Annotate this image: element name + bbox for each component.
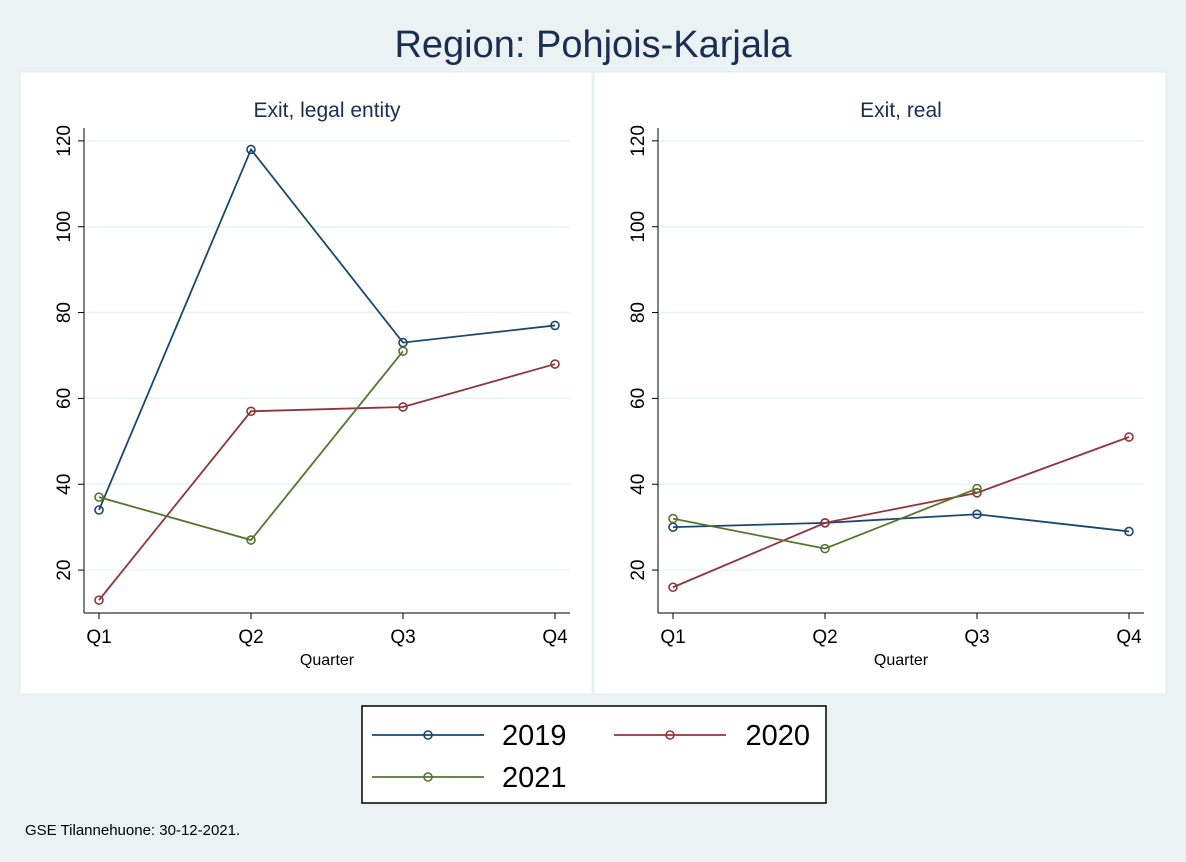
legend-label-2019: 2019 (502, 720, 567, 752)
series-line-2021 (672, 487, 978, 550)
point-2021-Q2 (246, 535, 256, 545)
x-axis-title: Quarter (300, 652, 355, 669)
panel-background (593, 71, 1167, 695)
y-tick-label-20: 20 (628, 560, 649, 581)
point-2019-Q4 (550, 320, 560, 331)
panel-exit-real: Exit, real 20 40 60 80 100 120 Q1 Q2 Q3 Q4 Quarte… (593, 71, 1167, 695)
series-group (94, 144, 560, 605)
point-2020-Q1 (94, 595, 104, 605)
series-group (668, 432, 1134, 593)
y-tick-label-40: 40 (628, 474, 649, 495)
point-2021-Q1 (668, 513, 678, 524)
legend-marker-2019 (423, 730, 433, 740)
source-note: GSE Tilannehuone: 30-12-2021. (25, 822, 240, 839)
x-tick-label-Q2: Q2 (812, 627, 837, 648)
y-tick-label-40: 40 (54, 474, 75, 495)
point-2021-Q3 (398, 346, 408, 356)
point-2021-Q1 (94, 492, 104, 502)
x-tick-label-Q2: Q2 (238, 627, 263, 648)
point-2020-Q4 (550, 359, 560, 369)
panel-title: Exit, real (860, 99, 942, 122)
x-tick-label-Q1: Q1 (660, 627, 685, 648)
legend-label-2021: 2021 (502, 762, 567, 794)
y-tick-label-100: 100 (54, 211, 75, 243)
panel-exit-legal-entity: Exit, legal entity 20 40 60 80 100 120 Q1 Q2 Q3 Q… (19, 71, 593, 695)
y-tick-label-100: 100 (628, 211, 649, 243)
legend-marker-2020 (665, 730, 675, 740)
point-2020-Q1 (668, 582, 678, 593)
x-tick-label-Q3: Q3 (390, 627, 415, 648)
point-2019-Q3 (972, 509, 982, 520)
x-tick-label-Q4: Q4 (1116, 627, 1142, 648)
y-tick-label-60: 60 (628, 388, 649, 409)
x-tick-label-Q3: Q3 (964, 627, 989, 648)
panel-title: Exit, legal entity (253, 99, 401, 122)
point-2020-Q3 (398, 402, 408, 412)
point-2019-Q2 (246, 144, 256, 155)
x-tick-label-Q4: Q4 (542, 627, 568, 648)
y-tick-label-80: 80 (628, 302, 649, 323)
y-tick-label-120: 120 (628, 125, 649, 157)
legend: 2019 2020 2021 (361, 705, 827, 804)
point-2019-Q4 (1124, 526, 1134, 537)
series-line-2021 (98, 350, 404, 542)
grid-lines (84, 140, 570, 571)
main-title: Region: Pohjois-Karjala (394, 24, 792, 66)
point-2020-Q4 (1124, 432, 1134, 442)
point-2020-Q2 (246, 406, 256, 417)
point-2020-Q2 (820, 518, 830, 528)
point-2021-Q2 (820, 543, 830, 554)
legend-label-2020: 2020 (745, 720, 810, 752)
point-2019-Q1 (94, 505, 104, 515)
axes: 20 40 60 80 100 120 Q1 Q2 Q3 Q4 (54, 125, 570, 648)
point-2021-Q3 (972, 483, 982, 494)
y-tick-label-120: 120 (54, 125, 75, 157)
series-line-2020 (672, 436, 1130, 589)
panel-background (19, 71, 593, 695)
x-tick-label-Q1: Q1 (86, 627, 111, 648)
y-tick-label-60: 60 (54, 388, 75, 409)
axes: 20 40 60 80 100 120 Q1 Q2 Q3 Q4 (628, 125, 1144, 648)
series-line-2019 (98, 147, 556, 511)
x-axis-title: Quarter (874, 652, 929, 669)
grid-lines (658, 140, 1144, 571)
series-line-2020 (98, 363, 556, 601)
y-tick-label-80: 80 (54, 302, 75, 323)
legend-marker-2021 (423, 772, 433, 782)
y-tick-label-20: 20 (54, 560, 75, 581)
legend-box (361, 705, 827, 804)
